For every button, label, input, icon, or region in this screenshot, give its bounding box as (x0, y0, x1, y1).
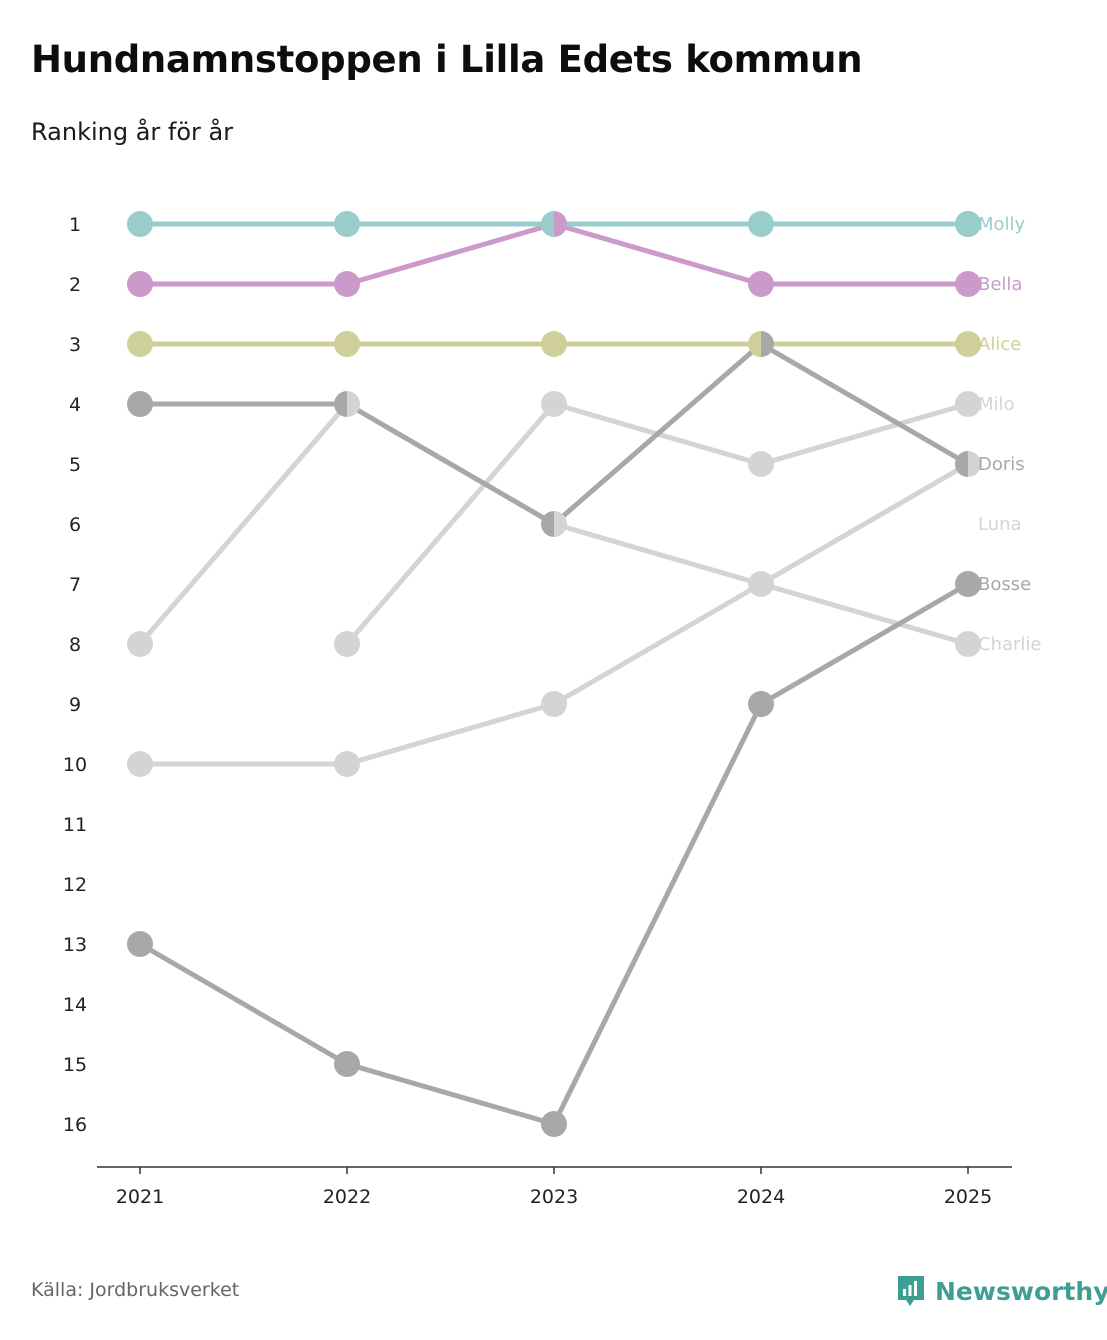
y-tick-label: 8 (69, 634, 81, 656)
point-bosse (748, 691, 774, 717)
x-axis: 2021 2022 2023 2024 2025 (116, 1167, 992, 1208)
point-luna (127, 751, 153, 777)
point-bella (748, 271, 774, 297)
point-bella (955, 271, 981, 297)
x-tick-label: 2021 (116, 1186, 164, 1208)
point-milo (334, 631, 360, 657)
series-end-labels: Molly Bella Alice Milo Doris Luna Bosse Charlie (978, 214, 1041, 655)
y-tick-label: 15 (63, 1054, 87, 1076)
point-doris (334, 391, 347, 417)
brand-logo: Newsworthy (896, 1274, 1107, 1308)
point-bella (334, 271, 360, 297)
end-label-doris: Doris (978, 454, 1025, 475)
y-tick-label: 3 (69, 334, 81, 356)
series-points (127, 211, 981, 1137)
point-molly (334, 211, 360, 237)
point-doris (541, 511, 554, 537)
point-molly (748, 211, 774, 237)
end-label-bosse: Bosse (978, 574, 1031, 595)
point-alice (955, 331, 981, 357)
end-label-luna: Luna (978, 514, 1022, 535)
point-doris (761, 331, 774, 357)
y-tick-label: 9 (69, 694, 81, 716)
point-bella (127, 271, 153, 297)
point-bosse (541, 1111, 567, 1137)
point-luna (748, 571, 761, 597)
series-line-bosse (138, 581, 970, 1127)
y-tick-label: 6 (69, 514, 81, 536)
series-line-milo (345, 401, 969, 646)
brand-name: Newsworthy (935, 1276, 1107, 1306)
y-tick-label: 5 (69, 454, 81, 476)
y-tick-label: 1 (69, 214, 81, 236)
y-tick-label: 14 (63, 994, 87, 1016)
x-tick-label: 2025 (944, 1186, 992, 1208)
point-bosse (334, 1051, 360, 1077)
point-alice (334, 331, 360, 357)
x-tick-label: 2024 (737, 1186, 785, 1208)
x-tick-label: 2022 (323, 1186, 371, 1208)
y-tick-label: 10 (63, 754, 87, 776)
point-milo (955, 391, 981, 417)
point-bella (554, 211, 567, 237)
y-tick-label: 12 (63, 874, 87, 896)
point-charlie (955, 631, 981, 657)
chart-subtitle: Ranking år för år (31, 118, 234, 146)
point-milo (748, 451, 774, 477)
point-milo (541, 391, 567, 417)
end-label-milo: Milo (978, 394, 1015, 415)
point-charlie (761, 571, 774, 597)
series-line-luna (140, 461, 970, 767)
point-luna (541, 691, 567, 717)
end-label-alice: Alice (978, 334, 1021, 355)
y-tick-label: 13 (63, 934, 87, 956)
source-note: Källa: Jordbruksverket (31, 1279, 240, 1301)
y-tick-label: 16 (63, 1114, 87, 1136)
y-tick-label: 11 (63, 814, 87, 836)
point-alice (748, 331, 761, 357)
point-bosse (127, 931, 153, 957)
chart-title: Hundnamnstoppen i Lilla Edets kommun (31, 38, 863, 81)
point-charlie (347, 391, 360, 417)
point-charlie (127, 631, 153, 657)
y-tick-label: 4 (69, 394, 81, 416)
point-doris (955, 451, 968, 477)
end-label-charlie: Charlie (978, 634, 1041, 655)
y-tick-label: 2 (69, 274, 81, 296)
point-luna (334, 751, 360, 777)
point-molly (127, 211, 153, 237)
point-doris (127, 391, 153, 417)
end-label-molly: Molly (978, 214, 1026, 235)
point-alice (127, 331, 153, 357)
point-molly (955, 211, 981, 237)
x-tick-label: 2023 (530, 1186, 578, 1208)
series-lines (138, 221, 970, 1127)
point-molly (541, 211, 554, 237)
end-label-bella: Bella (978, 274, 1022, 295)
point-bosse (955, 571, 981, 597)
newsworthy-logo-icon (898, 1276, 924, 1306)
point-alice (541, 331, 567, 357)
point-luna (968, 451, 981, 477)
point-charlie (554, 511, 567, 537)
y-tick-label: 7 (69, 574, 81, 596)
